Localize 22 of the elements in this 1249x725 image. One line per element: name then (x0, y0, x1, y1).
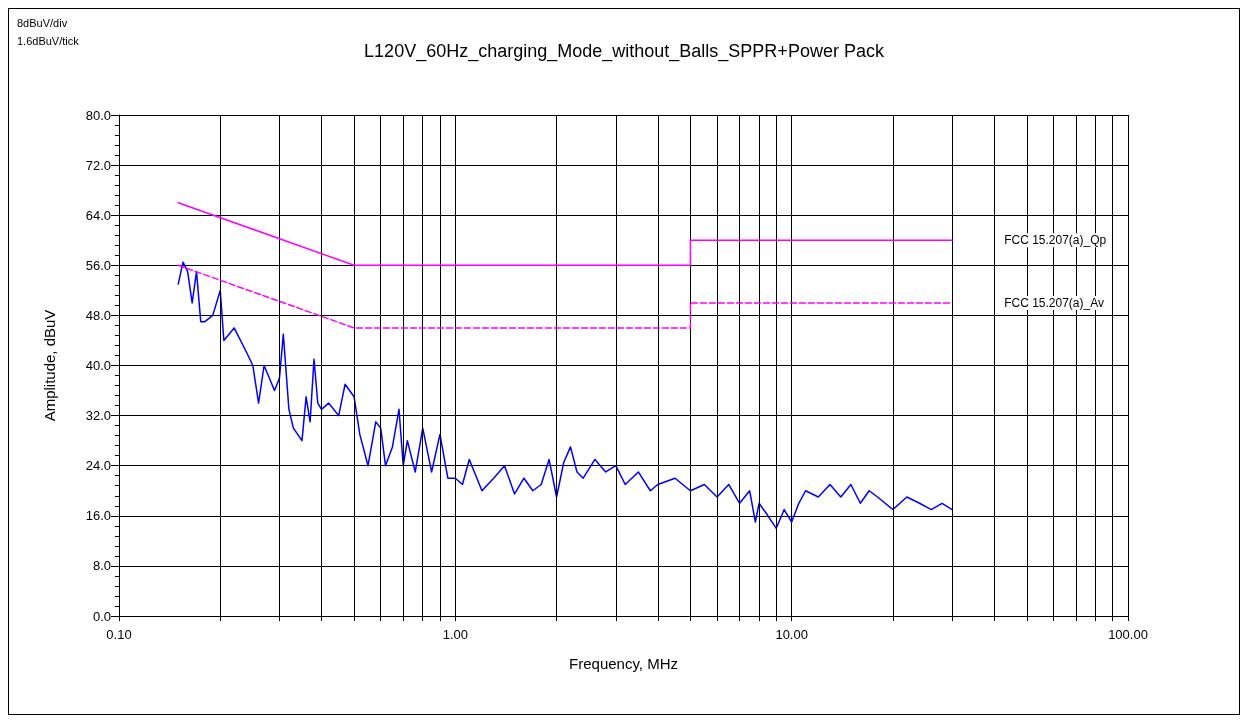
y-axis-title: Amplitude, dBuV (41, 309, 58, 422)
x-tick-label: 100.00 (1108, 627, 1148, 642)
y-tick-label: 8.0 (92, 558, 111, 574)
x-tick-label: 1.00 (442, 627, 468, 642)
x-tick-label: 0.10 (106, 627, 132, 642)
x-tick-label: 10.00 (775, 627, 808, 642)
y-tick-label: 24.0 (85, 458, 111, 474)
text: FCC 15.207(a)_Qp (1004, 233, 1107, 248)
y-tick-label: 80.0 (85, 107, 111, 123)
y-tick-label: 16.0 (85, 508, 111, 524)
y-tick-label: 72.0 (85, 157, 111, 173)
y-tick-label: 64.0 (85, 207, 111, 223)
text: 8dBuV/div (17, 16, 68, 29)
x-axis-title: Frequency, MHz (569, 655, 678, 672)
chart-title: L120V_60Hz_charging_Mode_without_Balls_SPPR+Power Pack (364, 41, 885, 62)
y-tick-label: 56.0 (85, 257, 111, 273)
y-tick-label: 32.0 (85, 408, 111, 424)
y-tick-label: 40.0 (85, 358, 111, 373)
text: FCC 15.207(a)_Av (1004, 295, 1104, 310)
y-tick-label: 48.0 (85, 307, 111, 323)
y-tick-label: 0.0 (92, 608, 111, 624)
text: 1.6dBuV/tick (17, 34, 80, 47)
